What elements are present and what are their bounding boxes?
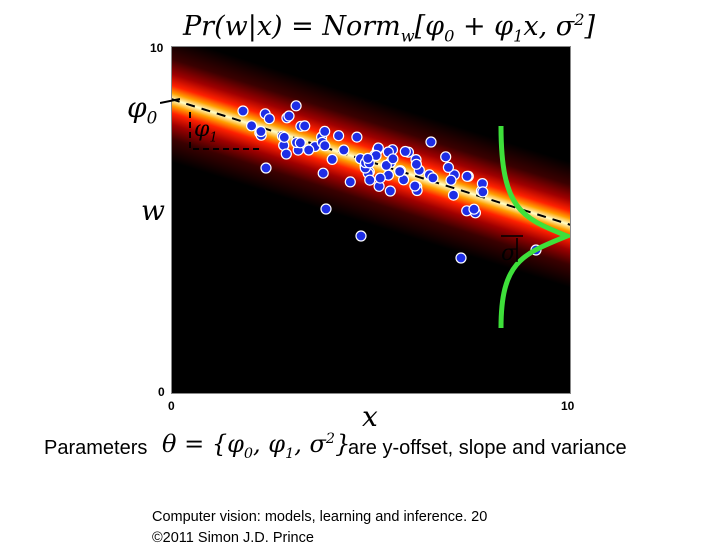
- gaussian-curve: [498, 125, 571, 329]
- theta-sigma-square: 2: [325, 431, 336, 447]
- data-point: [237, 105, 249, 117]
- x-tick-min: 0: [168, 399, 175, 413]
- phi1-subscript: 1: [209, 130, 218, 146]
- data-point: [255, 125, 267, 138]
- y-axis-label: w: [141, 194, 165, 227]
- data-point: [338, 144, 350, 156]
- data-point: [440, 151, 452, 163]
- data-point: [455, 252, 467, 264]
- equation-norm-subscript: w: [400, 26, 415, 46]
- x-axis-label: x: [362, 400, 378, 433]
- equation-phi0-subscript: 0: [444, 26, 455, 46]
- phi0-label: φ0: [127, 91, 157, 128]
- theta-equation: θ = {φ0, φ1, σ2}: [162, 430, 350, 462]
- data-point: [303, 144, 315, 156]
- phi1-label: φ1: [194, 117, 218, 145]
- equation-phi1-subscript: 1: [513, 26, 524, 46]
- footer-line-1: Computer vision: models, learning and in…: [152, 509, 488, 525]
- regression-density-plot: [171, 46, 571, 394]
- equation-rhs-open: [φ: [414, 11, 445, 42]
- theta-close: }: [335, 430, 351, 458]
- data-point: [410, 158, 422, 170]
- data-point: [245, 120, 258, 132]
- data-point: [387, 153, 399, 165]
- data-point: [399, 145, 411, 158]
- data-point: [319, 125, 331, 138]
- theta-mid1: , φ: [253, 430, 286, 458]
- data-point: [447, 189, 460, 201]
- equation-lhs: Pr(w|x): [183, 11, 283, 42]
- data-point: [374, 172, 386, 184]
- equation-rhs-mid: + φ: [454, 11, 514, 42]
- data-point: [461, 170, 473, 182]
- phi0-symbol: φ: [127, 91, 147, 124]
- equation-rhs-close: ]: [584, 11, 596, 42]
- data-point: [320, 203, 332, 215]
- data-point: [409, 180, 421, 192]
- data-point: [290, 100, 302, 112]
- y-tick-max: 10: [150, 41, 164, 55]
- theta-phi1-subscript: 1: [285, 445, 295, 462]
- data-point: [427, 172, 439, 184]
- data-point: [442, 161, 454, 174]
- slide-footer: Computer vision: models, learning and in…: [152, 507, 572, 549]
- parameters-suffix: are y-offset, slope and variance: [348, 437, 627, 459]
- equation-norm: = Norm: [282, 11, 401, 42]
- equation-rhs-x: x, σ: [523, 11, 575, 42]
- phi0-subscript: 0: [146, 107, 158, 128]
- data-point: [394, 165, 406, 178]
- footer-line-2: ©2011 Simon J.D. Prince: [152, 530, 314, 546]
- plot-frame: [171, 46, 571, 394]
- theta-part: θ = {φ: [162, 430, 244, 458]
- data-points: [237, 100, 542, 264]
- data-point: [355, 230, 367, 242]
- sigma-label: σ: [501, 241, 517, 266]
- data-point: [333, 130, 345, 142]
- data-point: [425, 136, 437, 148]
- data-point: [468, 203, 480, 215]
- data-point: [263, 113, 275, 125]
- data-point: [294, 137, 306, 149]
- data-point: [260, 162, 272, 174]
- phi0-pointer: [160, 98, 180, 104]
- data-point: [299, 120, 311, 132]
- data-point: [384, 185, 396, 197]
- theta-phi0-subscript: 0: [243, 445, 254, 462]
- data-point: [364, 174, 376, 186]
- data-point: [326, 153, 338, 166]
- data-point: [344, 176, 356, 188]
- data-point: [317, 167, 329, 179]
- data-point: [362, 152, 374, 165]
- data-point: [445, 174, 457, 186]
- theta-mid2: , σ: [294, 430, 326, 458]
- model-equation: Pr(w|x) = Normw[φ0 + φ1x, σ2]: [183, 10, 595, 45]
- slope-indicator: [189, 112, 261, 150]
- data-point: [477, 186, 489, 198]
- data-point: [280, 148, 292, 160]
- data-point: [380, 159, 392, 172]
- data-point: [278, 131, 290, 143]
- x-tick-max: 10: [561, 399, 575, 413]
- parameters-prefix: Parameters: [44, 437, 148, 459]
- y-tick-min: 0: [158, 385, 165, 399]
- data-point: [283, 110, 295, 122]
- phi1-symbol: φ: [194, 117, 210, 142]
- data-point: [351, 131, 363, 143]
- equation-sigma-square: 2: [574, 10, 585, 29]
- data-point: [319, 140, 331, 152]
